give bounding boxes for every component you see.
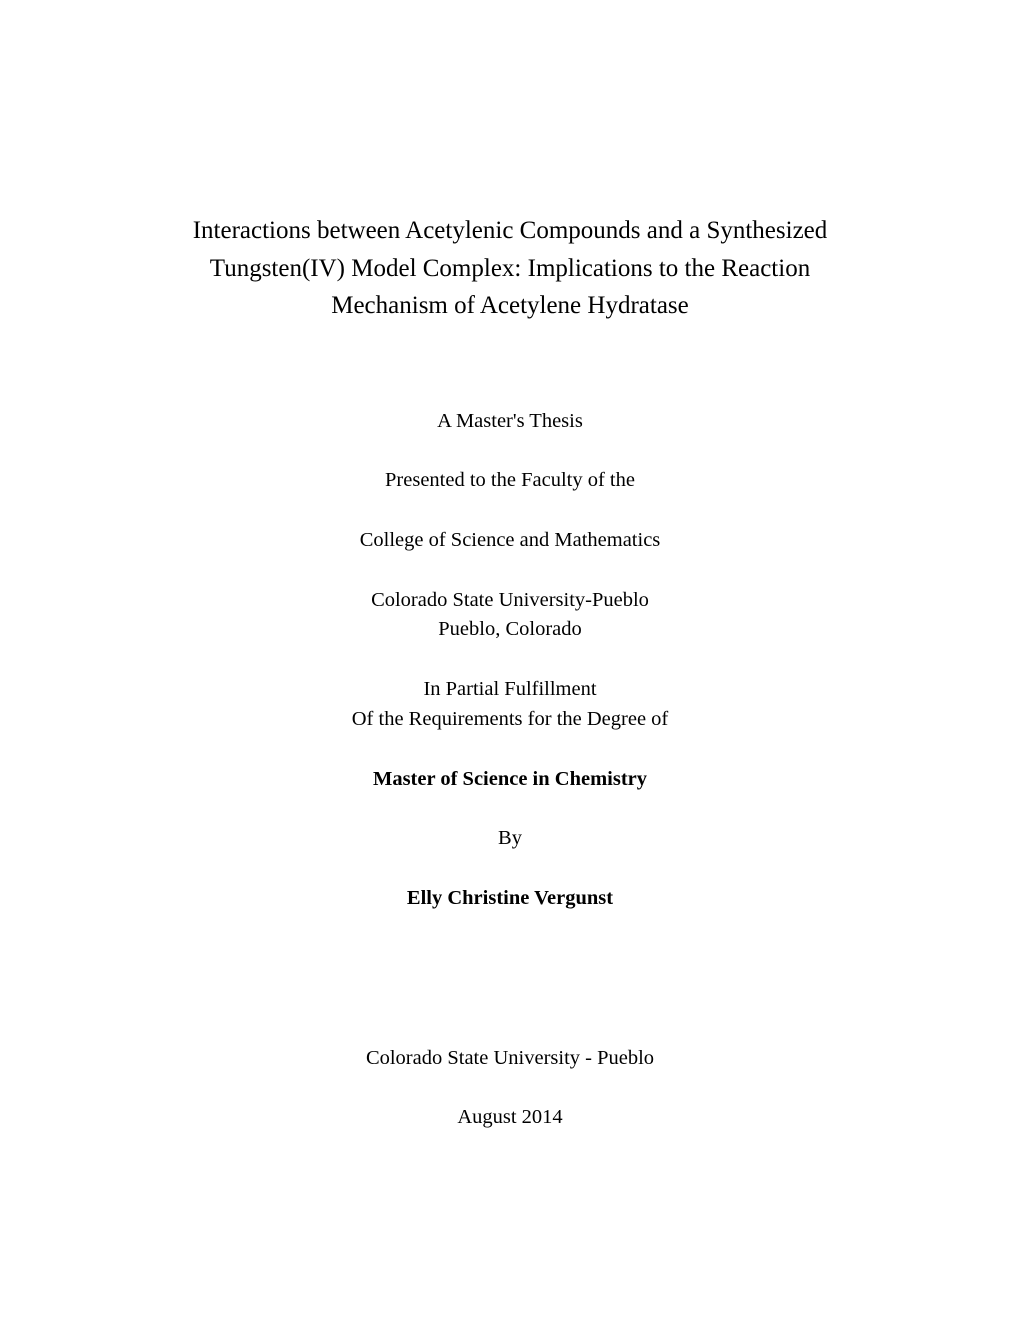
title-line-2: Tungsten(IV) Model Complex: Implications… xyxy=(130,250,890,288)
university-name: Colorado State University-Pueblo xyxy=(130,586,890,616)
university-location: Pueblo, Colorado xyxy=(130,615,890,645)
thesis-date: August 2014 xyxy=(130,1103,890,1133)
author-name: Elly Christine Vergunst xyxy=(130,884,890,914)
thesis-title: Interactions between Acetylenic Compound… xyxy=(130,212,890,325)
title-line-1: Interactions between Acetylenic Compound… xyxy=(130,212,890,250)
degree-name: Master of Science in Chemistry xyxy=(130,765,890,795)
thesis-type: A Master's Thesis xyxy=(130,407,890,437)
footer-university: Colorado State University - Pueblo xyxy=(130,1044,890,1074)
title-line-3: Mechanism of Acetylene Hydratase xyxy=(130,287,890,325)
presented-to: Presented to the Faculty of the xyxy=(130,466,890,496)
fulfillment-line-1: In Partial Fulfillment xyxy=(130,675,890,705)
fulfillment-line-2: Of the Requirements for the Degree of xyxy=(130,705,890,735)
college-name: College of Science and Mathematics xyxy=(130,526,890,556)
by-line: By xyxy=(130,824,890,854)
